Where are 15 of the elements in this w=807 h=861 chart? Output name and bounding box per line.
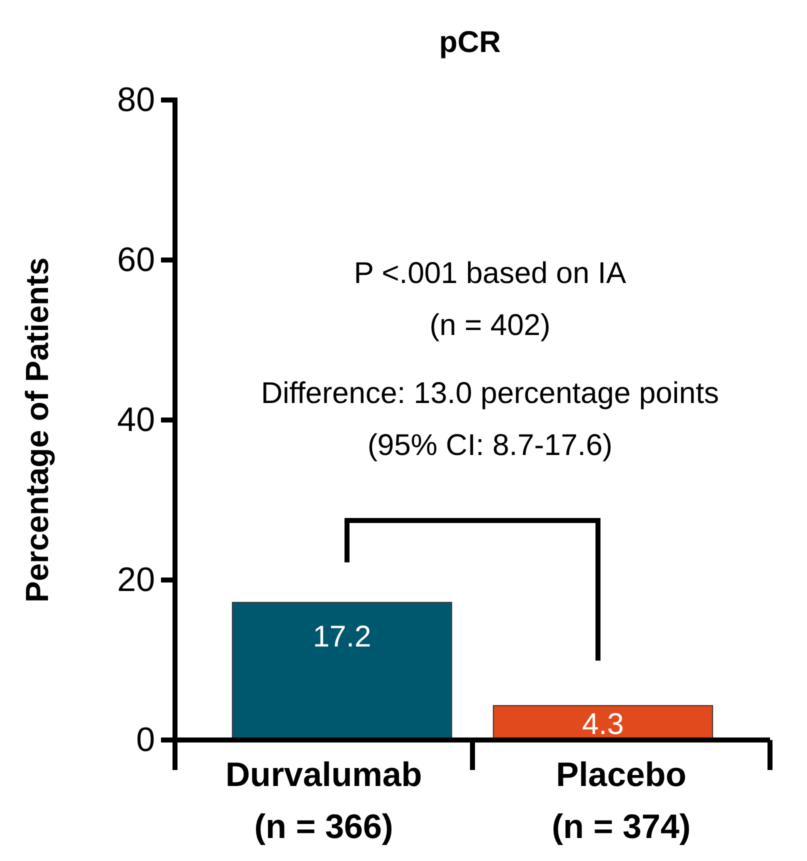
- x-tick-label: Durvalumab (n = 366): [226, 756, 422, 846]
- y-tick-label: 80: [117, 80, 155, 119]
- data-label: 4.3: [582, 708, 624, 741]
- annotation: (95% CI: 8.7-17.6): [367, 429, 613, 462]
- data-label: 17.2: [312, 620, 372, 654]
- y-axis-title: Percentage of Patients: [19, 258, 55, 602]
- x-tick-label: Placebo (n = 374): [552, 756, 691, 846]
- annotation: P <.001 based on IA: [354, 257, 626, 290]
- y-tick-label: 0: [136, 720, 155, 759]
- annotation: Difference: 13.0 percentage points: [260, 377, 720, 410]
- y-tick-label: 60: [117, 240, 155, 279]
- y-tick-label: 40: [117, 400, 155, 439]
- chart-title: pCR: [439, 26, 502, 59]
- annotation: (n = 402): [430, 309, 550, 342]
- y-tick-label: 20: [117, 560, 155, 599]
